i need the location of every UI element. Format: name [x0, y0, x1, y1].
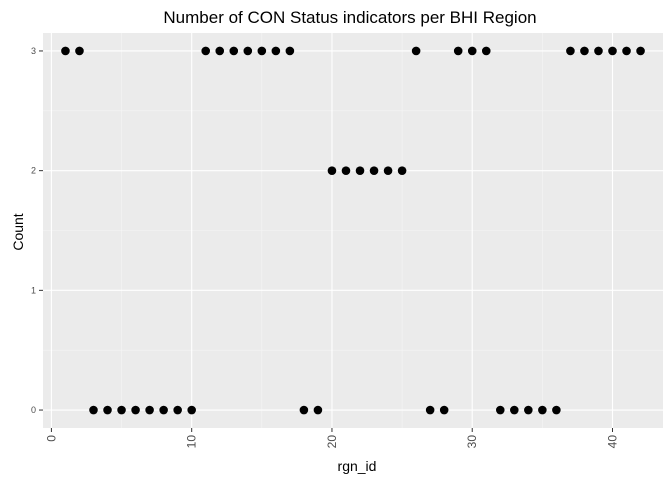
data-point	[467, 46, 477, 56]
y-tick-label: 0	[31, 405, 36, 415]
data-point	[159, 405, 168, 415]
data-point	[566, 46, 575, 56]
data-point	[243, 46, 253, 56]
data-point	[103, 405, 112, 415]
data-point	[145, 405, 154, 415]
data-point	[75, 46, 84, 56]
y-tick-label: 3	[31, 46, 36, 56]
data-point	[397, 166, 407, 175]
data-point	[369, 166, 379, 175]
data-point	[89, 405, 98, 415]
data-point	[313, 405, 323, 415]
data-point	[355, 166, 365, 175]
data-point	[594, 46, 603, 56]
data-point	[411, 46, 421, 56]
data-point	[341, 166, 351, 175]
y-tick-label: 2	[31, 166, 36, 176]
x-axis-title: rgn_id	[338, 458, 377, 474]
data-point	[215, 46, 225, 56]
data-point	[439, 405, 449, 415]
x-tick-label: 10	[185, 435, 199, 449]
data-point	[257, 46, 267, 56]
data-point	[636, 46, 645, 56]
x-tick-label: 20	[325, 435, 339, 449]
y-axis-ticks: 0 1 2 3	[31, 46, 43, 415]
chart-title: Number of CON Status indicators per BHI …	[163, 8, 536, 27]
data-point	[327, 166, 337, 175]
data-point	[229, 46, 239, 56]
data-point	[622, 46, 631, 56]
data-point	[187, 405, 196, 415]
data-point	[285, 46, 295, 56]
data-point	[61, 46, 70, 56]
minor-gridlines	[43, 33, 663, 428]
data-point	[608, 46, 617, 56]
x-tick-label: 30	[465, 435, 479, 449]
data-point	[580, 46, 589, 56]
x-tick-label: 40	[606, 435, 620, 449]
data-point	[271, 46, 281, 56]
data-point	[453, 46, 463, 56]
data-point	[552, 405, 561, 415]
data-point	[201, 46, 211, 56]
data-point	[117, 405, 126, 415]
x-axis-ticks: 0 10 20 30 40	[44, 428, 620, 449]
data-point	[173, 405, 182, 415]
data-point	[383, 166, 393, 175]
data-points	[61, 46, 645, 415]
data-point	[495, 405, 505, 415]
data-point	[538, 405, 547, 415]
data-point	[299, 405, 309, 415]
y-axis-title: Count	[10, 213, 26, 250]
data-point	[425, 405, 435, 415]
x-tick-label: 0	[44, 435, 58, 442]
data-point	[131, 405, 140, 415]
data-point	[481, 46, 491, 56]
data-point	[524, 405, 533, 415]
y-tick-label: 1	[31, 285, 36, 295]
data-point	[510, 405, 519, 415]
